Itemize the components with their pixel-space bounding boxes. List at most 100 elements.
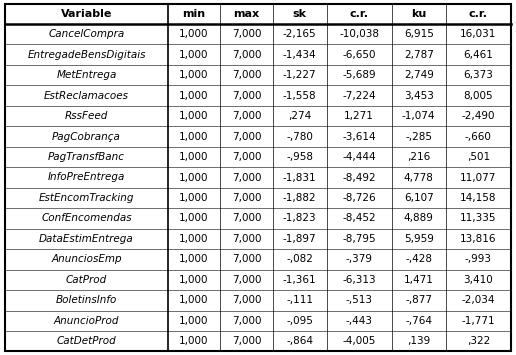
Text: Variable: Variable [61, 9, 112, 19]
Text: -1,882: -1,882 [283, 193, 316, 203]
Text: 7,000: 7,000 [232, 50, 261, 60]
Text: 8,005: 8,005 [463, 91, 493, 100]
Text: -2,034: -2,034 [461, 295, 495, 305]
Text: AnunciosEmp: AnunciosEmp [51, 255, 122, 264]
Text: CatProd: CatProd [66, 275, 107, 285]
Text: -,780: -,780 [286, 132, 313, 142]
Text: EstEncomTracking: EstEncomTracking [39, 193, 134, 203]
Text: -6,313: -6,313 [343, 275, 376, 285]
Text: 1,000: 1,000 [179, 316, 209, 326]
Text: 7,000: 7,000 [232, 255, 261, 264]
Text: 3,453: 3,453 [404, 91, 433, 100]
Text: 7,000: 7,000 [232, 336, 261, 346]
Text: -,428: -,428 [405, 255, 432, 264]
Text: -,443: -,443 [346, 316, 373, 326]
Text: 7,000: 7,000 [232, 193, 261, 203]
Text: -4,005: -4,005 [343, 336, 376, 346]
Text: 1,000: 1,000 [179, 173, 209, 182]
Text: -1,558: -1,558 [283, 91, 316, 100]
Text: PagTransfBanc: PagTransfBanc [48, 152, 125, 162]
Text: 1,000: 1,000 [179, 50, 209, 60]
Text: max: max [233, 9, 260, 19]
Text: DataEstimEntrega: DataEstimEntrega [39, 234, 134, 244]
Text: 1,000: 1,000 [179, 213, 209, 223]
Text: 1,471: 1,471 [404, 275, 433, 285]
Text: 1,000: 1,000 [179, 132, 209, 142]
Text: -3,614: -3,614 [343, 132, 376, 142]
Text: -5,689: -5,689 [343, 70, 376, 80]
Text: -,379: -,379 [346, 255, 373, 264]
Text: 6,461: 6,461 [463, 50, 493, 60]
Text: CatDetProd: CatDetProd [57, 336, 117, 346]
Text: min: min [183, 9, 205, 19]
Text: 1,000: 1,000 [179, 234, 209, 244]
Text: 7,000: 7,000 [232, 70, 261, 80]
Text: 3,410: 3,410 [463, 275, 493, 285]
Text: -1,434: -1,434 [283, 50, 316, 60]
Text: sk: sk [293, 9, 307, 19]
Text: InfoPreEntrega: InfoPreEntrega [48, 173, 125, 182]
Text: -1,074: -1,074 [402, 111, 436, 121]
Text: ,274: ,274 [288, 111, 311, 121]
Text: -7,224: -7,224 [343, 91, 376, 100]
Text: 7,000: 7,000 [232, 295, 261, 305]
Text: -,285: -,285 [405, 132, 432, 142]
Text: -1,361: -1,361 [283, 275, 316, 285]
Text: 1,000: 1,000 [179, 255, 209, 264]
Text: c.r.: c.r. [350, 9, 369, 19]
Text: ,216: ,216 [407, 152, 430, 162]
Text: c.r.: c.r. [469, 9, 488, 19]
Text: 7,000: 7,000 [232, 173, 261, 182]
Text: -,993: -,993 [465, 255, 492, 264]
Text: EntregadeBensDigitais: EntregadeBensDigitais [27, 50, 146, 60]
Text: -2,165: -2,165 [283, 29, 316, 39]
Text: 1,000: 1,000 [179, 193, 209, 203]
Text: 7,000: 7,000 [232, 213, 261, 223]
Text: -1,897: -1,897 [283, 234, 316, 244]
Text: 14,158: 14,158 [460, 193, 496, 203]
Text: 2,749: 2,749 [404, 70, 433, 80]
Text: 1,000: 1,000 [179, 70, 209, 80]
Text: -,864: -,864 [286, 336, 313, 346]
Text: -2,490: -2,490 [461, 111, 495, 121]
Text: -1,831: -1,831 [283, 173, 316, 182]
Text: 7,000: 7,000 [232, 234, 261, 244]
Text: 1,000: 1,000 [179, 91, 209, 100]
Text: -,513: -,513 [346, 295, 373, 305]
Text: 2,787: 2,787 [404, 50, 433, 60]
Text: -1,227: -1,227 [283, 70, 316, 80]
Text: -,095: -,095 [286, 316, 313, 326]
Text: -,764: -,764 [405, 316, 432, 326]
Text: -,082: -,082 [286, 255, 313, 264]
Text: ,501: ,501 [467, 152, 490, 162]
Text: 11,335: 11,335 [460, 213, 496, 223]
Text: 6,373: 6,373 [463, 70, 493, 80]
Text: 7,000: 7,000 [232, 132, 261, 142]
Text: 7,000: 7,000 [232, 152, 261, 162]
Text: -8,492: -8,492 [343, 173, 376, 182]
Text: 7,000: 7,000 [232, 29, 261, 39]
Text: 1,000: 1,000 [179, 152, 209, 162]
Text: 13,816: 13,816 [460, 234, 496, 244]
Text: 7,000: 7,000 [232, 111, 261, 121]
Text: -1,823: -1,823 [283, 213, 316, 223]
Text: 4,778: 4,778 [404, 173, 433, 182]
Text: 6,107: 6,107 [404, 193, 433, 203]
Text: -10,038: -10,038 [339, 29, 379, 39]
Text: PagCobrança: PagCobrança [52, 132, 121, 142]
Text: -,111: -,111 [286, 295, 313, 305]
Text: 7,000: 7,000 [232, 91, 261, 100]
Text: -4,444: -4,444 [343, 152, 376, 162]
Text: -8,795: -8,795 [343, 234, 376, 244]
Text: 11,077: 11,077 [460, 173, 496, 182]
Text: EstReclamacoes: EstReclamacoes [44, 91, 129, 100]
Text: 16,031: 16,031 [460, 29, 496, 39]
Text: 1,000: 1,000 [179, 29, 209, 39]
Text: MetEntrega: MetEntrega [56, 70, 117, 80]
Text: ,322: ,322 [466, 336, 490, 346]
Text: 5,959: 5,959 [404, 234, 433, 244]
Text: 7,000: 7,000 [232, 316, 261, 326]
Text: 1,000: 1,000 [179, 275, 209, 285]
Text: -8,452: -8,452 [343, 213, 376, 223]
Text: 1,000: 1,000 [179, 111, 209, 121]
